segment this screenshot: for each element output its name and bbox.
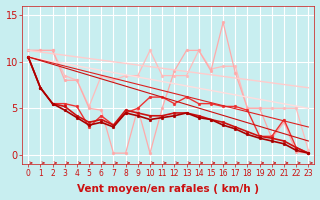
X-axis label: Vent moyen/en rafales ( km/h ): Vent moyen/en rafales ( km/h ) [77, 184, 259, 194]
